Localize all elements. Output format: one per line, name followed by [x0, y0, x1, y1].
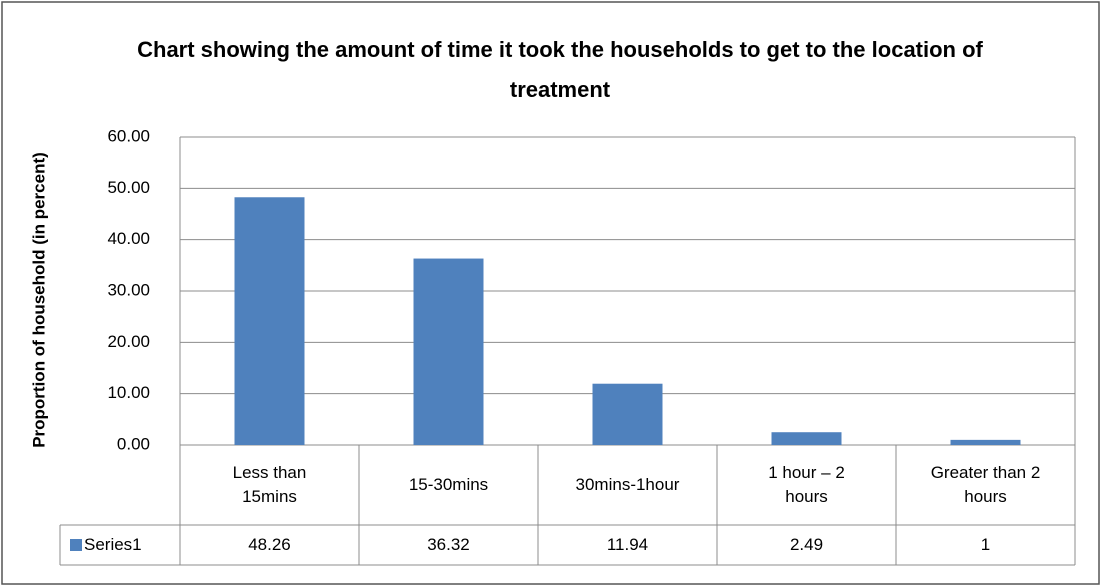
table-value: 1	[980, 535, 991, 554]
chart-title: Chart showing the amount of time it took…	[137, 37, 983, 102]
y-tick-label: 60.00	[107, 126, 150, 145]
y-tick-label: 0.00	[117, 434, 150, 453]
y-axis-label: Proportion of household (in percent)	[29, 152, 48, 448]
x-tick-label: Greater than 2 hours	[930, 463, 1041, 506]
bar	[413, 258, 484, 445]
y-tick-label: 30.00	[107, 280, 150, 299]
x-tick-label: 1 hour – 2 hours	[768, 463, 845, 506]
bar	[592, 383, 663, 445]
x-tick-label: 30mins-1hour	[575, 475, 680, 494]
y-tick-label: 10.00	[107, 383, 150, 402]
y-tick-label: 50.00	[107, 178, 150, 197]
legend-key	[70, 539, 82, 551]
bar	[950, 439, 1021, 445]
table-value: 11.94	[606, 535, 649, 554]
table-value: 2.49	[789, 535, 824, 554]
bar	[771, 432, 842, 445]
legend-label: Series1	[84, 535, 142, 554]
y-tick-label: 40.00	[107, 229, 150, 248]
x-tick-label: 15-30mins	[408, 475, 489, 494]
table-value: 48.26	[248, 535, 291, 554]
y-tick-label: 20.00	[107, 332, 150, 351]
table-value: 36.32	[427, 535, 470, 554]
bar	[234, 197, 305, 445]
x-tick-label: Less than 15mins	[232, 463, 307, 506]
